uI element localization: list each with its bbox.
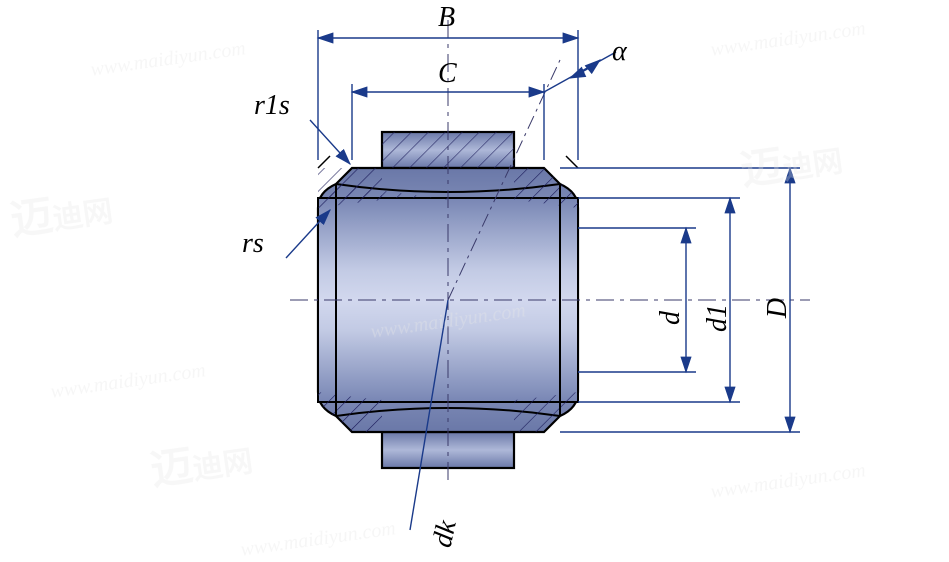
label-D: D: [762, 298, 794, 318]
dim-r1s: [310, 120, 350, 164]
label-C: C: [438, 58, 457, 90]
label-rs: rs: [242, 228, 264, 260]
label-d: d: [655, 311, 687, 325]
bearing-diagram: [0, 0, 949, 558]
label-r1s: r1s: [254, 90, 290, 122]
label-B: B: [438, 2, 455, 34]
label-alpha: α: [612, 36, 627, 68]
label-d1: d1: [702, 304, 734, 332]
